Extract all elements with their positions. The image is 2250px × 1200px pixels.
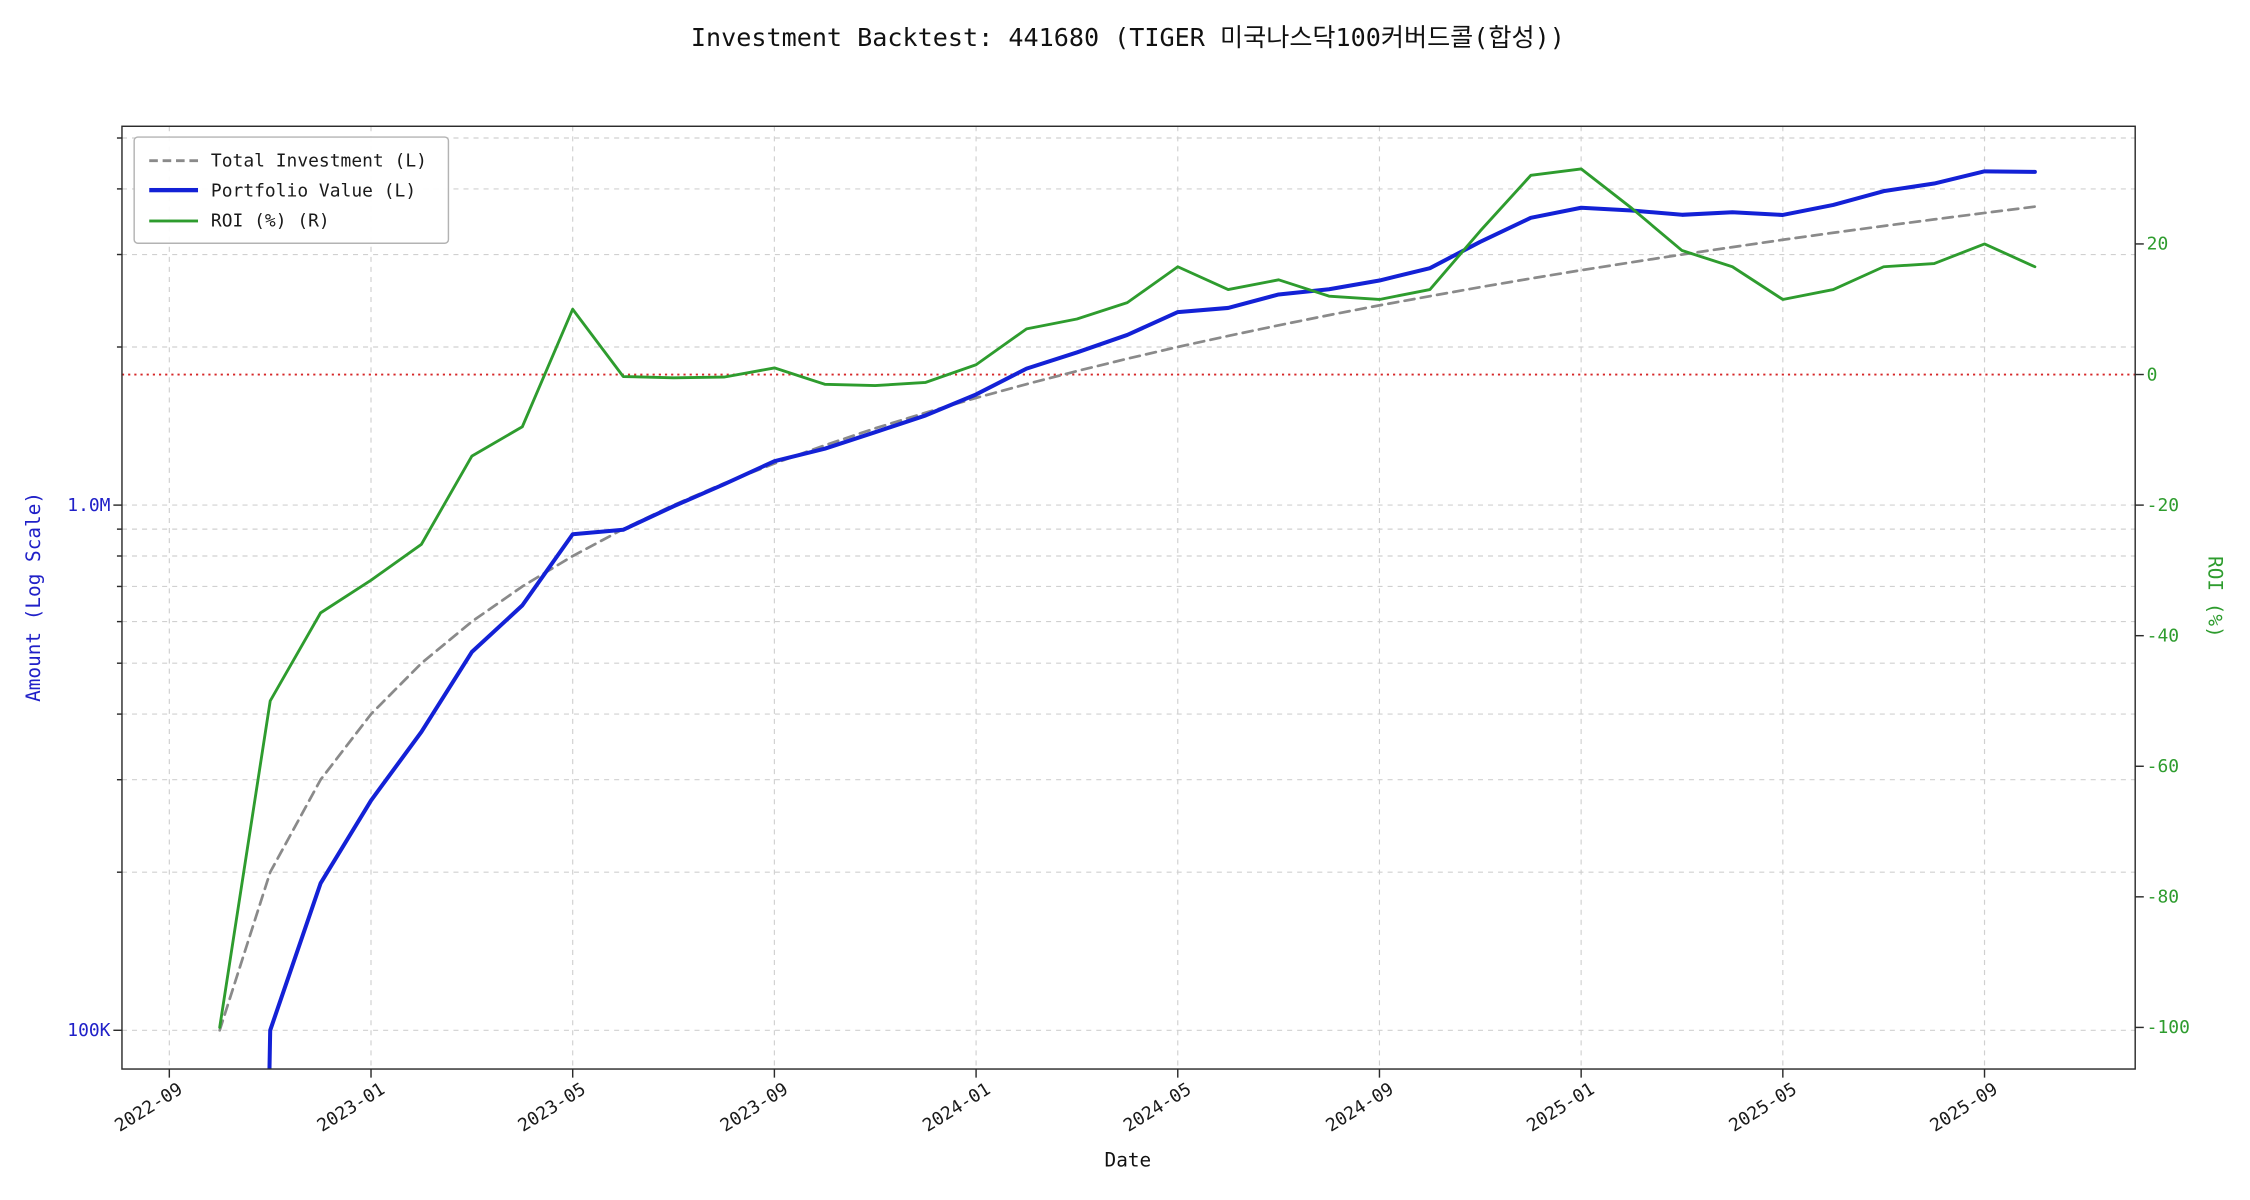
- legend-sample-line: [149, 187, 199, 193]
- line-total-investment-l: [218, 205, 2037, 1032]
- right-tick-label: 0: [2146, 363, 2158, 385]
- legend-item-label: Portfolio Value (L): [210, 179, 417, 201]
- line-roi-r: [218, 167, 2037, 1029]
- right-tick-label: 20: [2146, 232, 2169, 254]
- legend-sample-line: [149, 218, 199, 222]
- right-tick-label: -100: [2146, 1015, 2190, 1038]
- left-tick-label: 100K: [67, 1018, 111, 1041]
- right-axis-label: ROI (%): [2202, 556, 2226, 638]
- right-tick-label: -20: [2146, 493, 2180, 516]
- legend-sample-line: [149, 158, 199, 162]
- legend-item: Total Investment (L): [149, 149, 427, 171]
- legend: Total Investment (L) Portfolio Value (L) R…: [133, 136, 449, 244]
- line-portfolio-value-l: [267, 169, 2037, 1070]
- tick-marks: [113, 137, 2144, 1078]
- legend-item: ROI (%) (R): [149, 209, 427, 232]
- chart-title: Investment Backtest: 441680 (TIGER 미국나스닥…: [690, 24, 1565, 54]
- right-tick-label: -80: [2146, 885, 2180, 907]
- x-axis-label: Date: [1104, 1149, 1152, 1173]
- right-tick-label: -60: [2146, 754, 2180, 777]
- legend-item-label: ROI (%) (R): [210, 209, 330, 232]
- right-tick-label: -40: [2146, 624, 2180, 646]
- left-axis-label: Amount (Log Scale): [22, 491, 46, 702]
- left-tick-label: 1.0M: [67, 493, 111, 516]
- series-lines: [218, 167, 2037, 1070]
- legend-item-label: Total Investment (L): [210, 149, 427, 171]
- gridlines: [121, 126, 2136, 1070]
- plot-border: [121, 125, 2136, 1070]
- legend-item: Portfolio Value (L): [149, 179, 427, 201]
